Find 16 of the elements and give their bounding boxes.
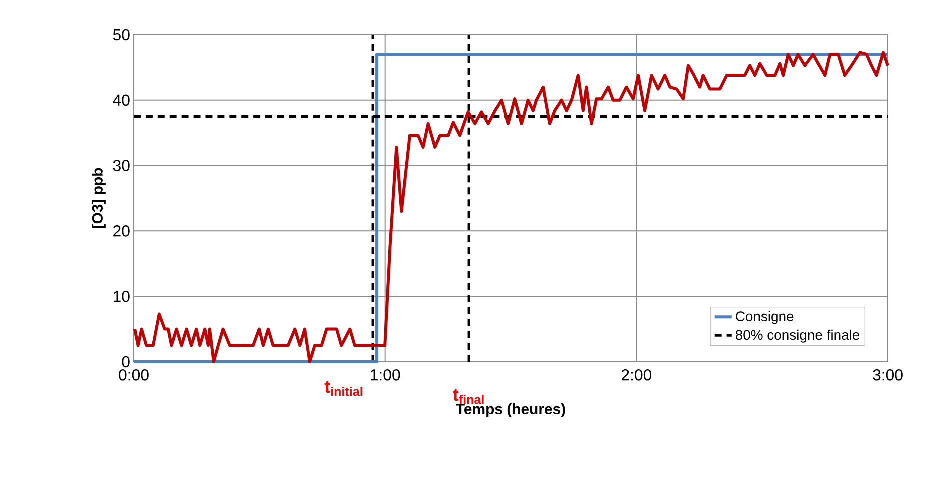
y-axis-title: [O3] ppb [92,168,106,228]
y-tick-label: 10 [114,290,130,302]
y-tick-label: 20 [114,226,130,237]
legend-label: Consigne [736,311,794,324]
x-tick-label: 1:00 [371,369,400,381]
annotation: t$_{initial}$ [324,381,362,396]
x-tick-label: 0:00 [119,369,149,381]
x-tick-label: 2:00 [622,369,652,381]
y-tick-label: 0 [122,356,130,368]
y-tick-label: 30 [113,160,130,172]
x-axis-title: Temps (heures) [456,404,566,418]
legend-label: 80% consigne finale [736,330,860,343]
y-tick-label: 40 [113,94,130,106]
x-tick-label: 3:00 [873,369,903,381]
annotation: t$_{final}$ [453,389,484,404]
y-tick-label: 50 [113,29,130,41]
